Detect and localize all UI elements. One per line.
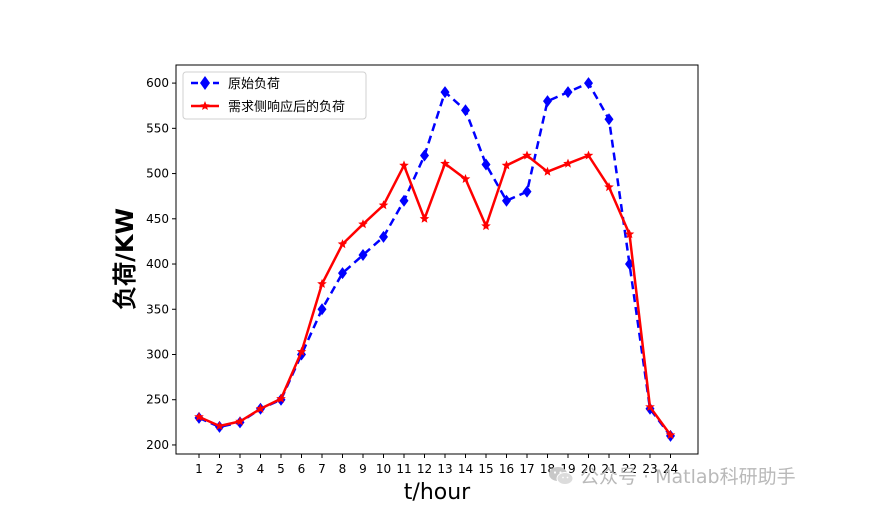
data-point-original	[502, 194, 511, 207]
x-tick-label: 17	[519, 462, 534, 476]
data-point-original	[338, 267, 347, 280]
y-tick-label: 600	[146, 76, 169, 90]
x-tick-label: 11	[396, 462, 411, 476]
y-axis-label: 负荷/KW	[111, 208, 139, 310]
data-point-response	[604, 182, 614, 192]
x-tick-label: 16	[499, 462, 514, 476]
data-point-response	[542, 166, 553, 176]
x-tick-label: 14	[458, 462, 473, 476]
y-tick-label: 550	[146, 121, 169, 135]
data-point-response	[522, 150, 532, 160]
data-point-response	[378, 200, 389, 210]
y-tick-label: 200	[146, 438, 169, 452]
y-tick-label: 500	[146, 167, 169, 181]
x-axis-label: t/hour	[404, 480, 471, 505]
data-point-original	[440, 86, 450, 99]
data-point-response	[624, 229, 635, 239]
x-tick-label: 22	[622, 462, 637, 476]
data-point-response	[419, 213, 430, 223]
data-point-original	[543, 95, 552, 108]
y-tick-label: 350	[146, 302, 169, 316]
data-point-original	[461, 104, 470, 117]
watermark-text: 公众号 · Matlab科研助手	[580, 466, 796, 488]
data-point-response	[481, 221, 491, 231]
data-point-response	[296, 346, 307, 356]
x-tick-label: 9	[359, 462, 367, 476]
data-point-response	[665, 430, 676, 439]
wechat-logo-icon	[549, 466, 574, 485]
x-tick-label: 20	[581, 462, 596, 476]
x-tick-label: 24	[663, 462, 678, 476]
data-point-response	[276, 393, 286, 403]
data-point-original	[317, 303, 327, 316]
data-point-response	[583, 150, 594, 160]
legend-box	[182, 71, 367, 120]
y-tick-label: 300	[146, 347, 169, 361]
data-point-original	[563, 86, 573, 99]
data-point-original	[399, 194, 409, 207]
data-point-response	[460, 174, 471, 183]
y-tick-label: 450	[146, 212, 169, 226]
x-tick-label: 5	[277, 462, 285, 476]
legend-marker-response	[200, 101, 210, 110]
x-tick-label: 15	[478, 462, 493, 476]
y-axis-ticks: 200 250 300 350 400 450 500 550 600	[146, 76, 176, 452]
data-point-response	[235, 416, 245, 426]
x-tick-label: 8	[339, 462, 347, 476]
data-point-original	[481, 158, 491, 171]
data-point-response	[358, 219, 368, 229]
data-point-response	[645, 402, 655, 411]
data-point-response	[501, 160, 512, 170]
data-point-original	[358, 248, 368, 261]
data-point-original	[379, 230, 388, 243]
data-point-response	[563, 158, 573, 168]
legend: 原始负荷 需求侧响应后的负荷	[182, 71, 367, 120]
data-point-response	[194, 411, 204, 421]
legend-label-original: 原始负荷	[228, 77, 280, 92]
x-tick-label: 7	[318, 462, 326, 476]
data-point-original	[604, 113, 614, 126]
legend-label-response: 需求侧响应后的负荷	[228, 99, 345, 115]
data-point-response	[317, 278, 327, 288]
watermark: 公众号 · Matlab科研助手	[548, 462, 796, 489]
x-tick-label: 2	[216, 462, 224, 476]
series-line-response	[198, 154, 672, 436]
x-tick-label: 1	[195, 462, 203, 476]
x-tick-label: 10	[376, 462, 391, 476]
x-tick-label: 13	[437, 462, 452, 476]
x-tick-label: 12	[417, 462, 432, 476]
data-point-response	[399, 160, 409, 170]
x-tick-label: 23	[642, 462, 657, 476]
data-point-response	[440, 158, 450, 168]
data-point-response	[337, 239, 348, 249]
x-axis-ticks: 1 2 3 4 5 6 7 8 9 10 11 12 13 14 15 16 17 18 19 20 21 22 23 24	[195, 454, 678, 476]
plot-area	[175, 64, 699, 455]
data-point-original	[420, 149, 429, 162]
x-tick-label: 6	[298, 462, 306, 476]
data-point-original	[522, 185, 532, 198]
data-point-response	[214, 421, 225, 430]
series-layer	[194, 77, 676, 442]
x-tick-label: 3	[236, 462, 244, 476]
x-tick-label: 21	[601, 462, 616, 476]
y-tick-label: 400	[146, 257, 169, 271]
series-line-original	[198, 81, 672, 437]
legend-marker-original	[200, 76, 210, 90]
data-point-response	[255, 403, 266, 413]
x-tick-label: 4	[257, 462, 265, 476]
data-point-original	[584, 77, 593, 90]
y-tick-label: 250	[146, 393, 169, 407]
